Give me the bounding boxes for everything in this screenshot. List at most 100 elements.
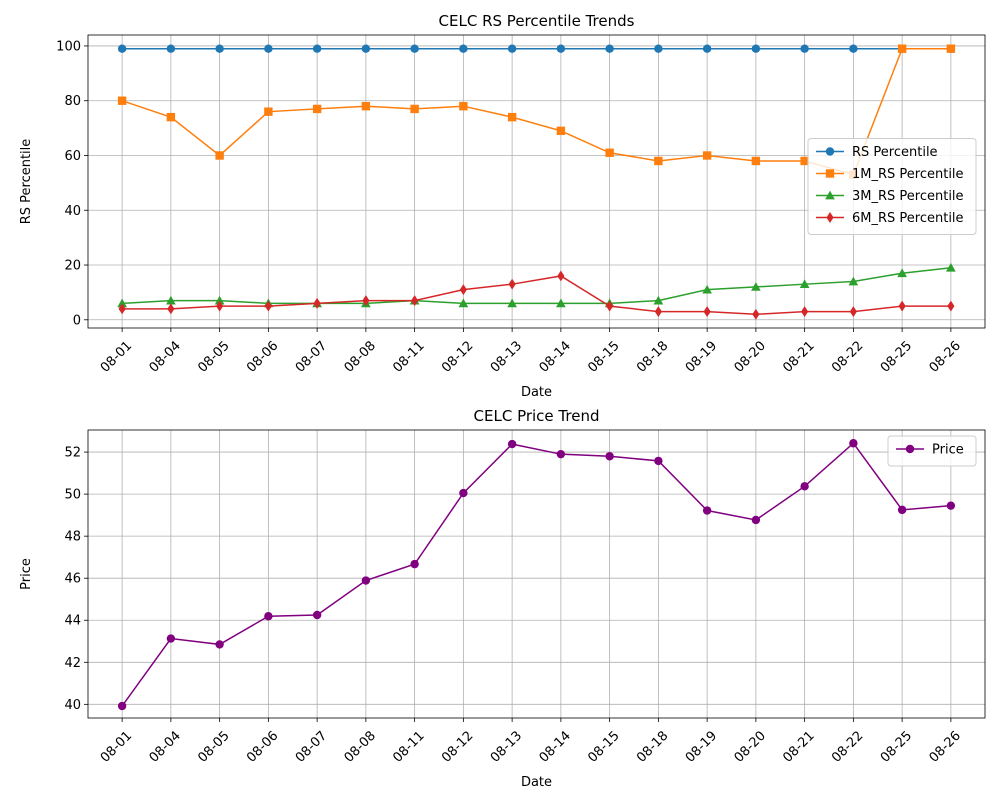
data-point — [702, 284, 712, 294]
x-tick-label: 08-14 — [537, 338, 574, 375]
legend-label: RS Percentile — [852, 145, 938, 160]
data-point — [751, 282, 761, 291]
data-point — [264, 44, 273, 53]
data-point — [654, 156, 663, 166]
data-point — [507, 44, 517, 53]
data-point — [215, 44, 224, 53]
y-tick-label: 46 — [64, 572, 81, 587]
data-point — [166, 44, 176, 53]
x-tick-label: 08-05 — [195, 728, 232, 765]
x-tick-label: 08-20 — [732, 338, 769, 375]
data-point — [751, 515, 761, 525]
y-tick-label: 40 — [64, 698, 81, 713]
legend-label: Price — [932, 443, 964, 458]
data-point — [799, 279, 810, 289]
data-point — [946, 44, 956, 53]
x-tick-label: 08-26 — [927, 728, 964, 765]
legend-marker — [905, 444, 915, 454]
legend-marker — [825, 190, 835, 200]
x-tick-label: 08-21 — [780, 728, 817, 765]
data-point — [508, 278, 516, 290]
x-tick-label: 08-07 — [293, 338, 330, 375]
data-point — [313, 297, 321, 309]
data-point — [654, 456, 663, 466]
x-tick-label: 08-13 — [488, 338, 525, 375]
data-point — [264, 107, 273, 116]
y-tick-label: 50 — [64, 488, 81, 503]
data-point — [312, 104, 322, 114]
x-tick-label: 08-11 — [390, 338, 427, 375]
y-tick-label: 0 — [73, 313, 81, 328]
data-point — [556, 44, 566, 53]
data-point — [459, 101, 468, 111]
data-point — [166, 112, 176, 122]
data-point — [654, 306, 662, 318]
x-tick-label: 08-11 — [390, 728, 427, 765]
x-tick-label: 08-01 — [98, 338, 135, 375]
data-point — [606, 300, 614, 312]
x-tick-label: 08-12 — [439, 728, 476, 765]
series-line-2-1 — [121, 442, 951, 707]
data-point — [751, 156, 761, 166]
data-point — [459, 488, 468, 498]
x-tick-label: 08-25 — [878, 728, 915, 765]
x-tick-label: 08-15 — [585, 728, 622, 765]
x-tick-label: 08-15 — [585, 338, 622, 375]
plot-frame — [87, 429, 986, 719]
data-point — [117, 298, 127, 308]
data-point — [410, 44, 419, 53]
data-point — [897, 44, 907, 53]
x-tick-label: 08-25 — [878, 338, 915, 375]
y-tick-label: 44 — [64, 614, 81, 629]
data-point — [312, 44, 322, 53]
x-tick-label: 08-07 — [293, 728, 330, 765]
data-point — [362, 295, 370, 307]
legend-box — [807, 138, 977, 235]
data-point — [214, 295, 225, 305]
data-point — [897, 505, 907, 515]
legend-label: 1M_RS Percentile — [852, 167, 964, 182]
data-point — [264, 300, 272, 312]
x-axis-label: Date — [521, 775, 552, 790]
data-point — [849, 44, 858, 53]
legend-label: 3M_RS Percentile — [852, 189, 964, 204]
plot-frame — [87, 34, 986, 329]
x-tick-label: 08-01 — [98, 728, 135, 765]
data-point — [118, 303, 126, 315]
data-point — [507, 298, 517, 308]
data-point — [410, 104, 419, 114]
data-point — [264, 612, 273, 621]
x-tick-label: 08-19 — [683, 728, 720, 765]
data-point — [556, 298, 566, 308]
x-tick-label: 08-18 — [634, 338, 671, 375]
legend: Price — [887, 435, 977, 467]
data-point — [557, 270, 565, 282]
data-point — [654, 44, 663, 53]
data-point — [361, 44, 371, 53]
data-point — [507, 439, 517, 449]
legend-box — [887, 435, 977, 467]
y-axis-label: Price — [19, 558, 34, 590]
x-tick-label: 08-19 — [683, 338, 720, 375]
data-point — [411, 295, 419, 307]
data-point — [459, 284, 467, 296]
data-point — [361, 576, 371, 585]
x-tick-label: 08-20 — [732, 728, 769, 765]
data-point — [312, 610, 322, 620]
data-point — [361, 101, 371, 111]
y-axis-label: RS Percentile — [19, 139, 34, 225]
data-point — [849, 306, 857, 318]
data-point — [946, 501, 956, 510]
legend-label: 6M_RS Percentile — [852, 211, 964, 226]
data-point — [458, 298, 469, 308]
data-point — [459, 44, 468, 53]
data-point — [215, 151, 224, 160]
x-tick-label: 08-21 — [780, 338, 817, 375]
data-point — [946, 262, 956, 272]
data-point — [216, 300, 224, 312]
data-point — [801, 306, 809, 318]
data-point — [752, 308, 760, 320]
data-point — [556, 449, 566, 459]
x-tick-label: 08-05 — [195, 338, 232, 375]
data-point — [117, 96, 127, 105]
